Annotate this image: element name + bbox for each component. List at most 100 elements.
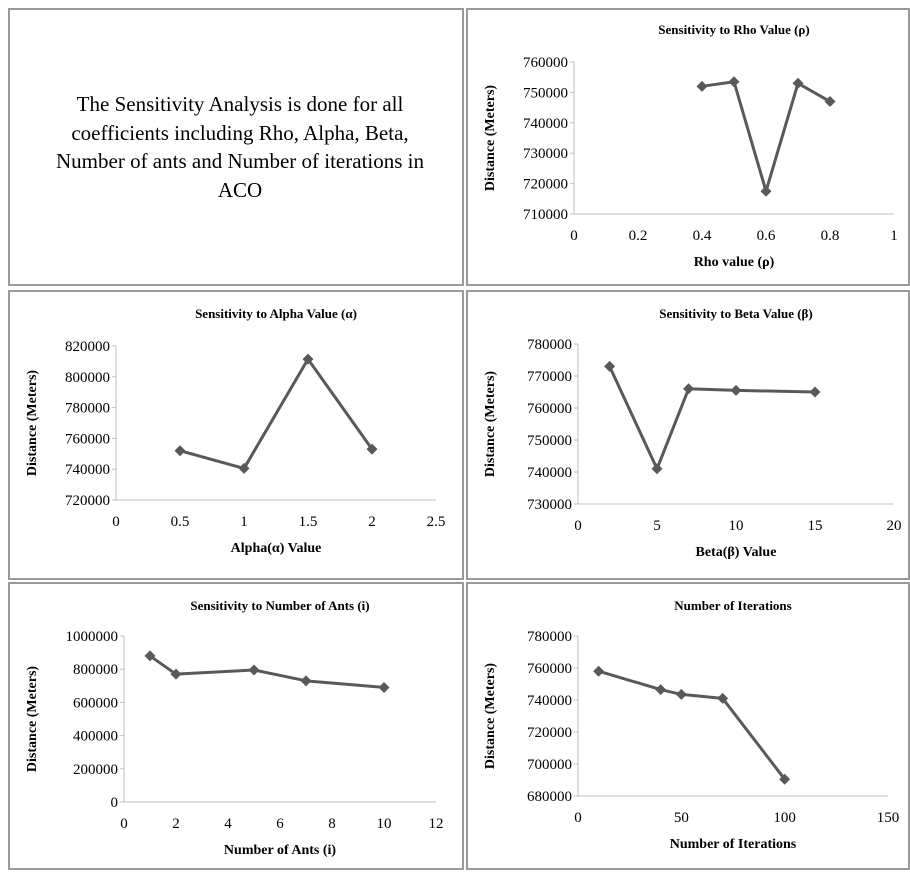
x-tick-label: 0.8 xyxy=(821,228,840,244)
x-tick-label: 50 xyxy=(674,810,689,826)
y-axis-title: Distance (Meters) xyxy=(483,663,498,769)
y-axis-title: Distance (Meters) xyxy=(25,370,40,476)
x-tick-label: 0 xyxy=(574,810,582,826)
data-point xyxy=(300,675,312,687)
data-point xyxy=(730,384,742,396)
rho-chart-panel: Sensitivity to Rho Value (ρ) 710000 720000… xyxy=(466,8,910,286)
data-point xyxy=(683,383,695,395)
chart-title: Sensitivity to Rho Value (ρ) xyxy=(658,22,809,37)
y-tick-label: 0 xyxy=(111,795,119,811)
y-tick-label: 710000 xyxy=(523,207,568,223)
y-tick-label: 820000 xyxy=(65,339,110,355)
x-tick-label: 0.4 xyxy=(693,228,712,244)
y-tick-label: 760000 xyxy=(65,431,110,447)
data-point xyxy=(144,650,156,662)
rho-sensitivity-chart: Sensitivity to Rho Value (ρ) 710000 720000… xyxy=(483,22,898,270)
x-tick-label: 2.5 xyxy=(427,514,446,530)
x-tick-label: 10 xyxy=(377,816,392,832)
data-point xyxy=(824,96,836,108)
x-tick-label: 0 xyxy=(574,518,582,534)
data-point xyxy=(717,692,729,704)
intro-panel: The Sensitivity Analysis is done for all… xyxy=(8,8,464,286)
y-tick-label: 730000 xyxy=(527,497,572,513)
x-tick-label: 4 xyxy=(224,816,232,832)
x-axis-title: Number of Ants (i) xyxy=(224,843,336,858)
x-tick-label: 5 xyxy=(653,518,661,534)
x-axis-title: Alpha(α) Value xyxy=(231,541,322,556)
y-axis-title: Distance (Meters) xyxy=(25,666,40,772)
x-tick-label: 12 xyxy=(429,816,444,832)
x-tick-label: 20 xyxy=(887,518,902,534)
series-line xyxy=(598,669,786,781)
x-tick-label: 1.5 xyxy=(299,514,318,530)
chart-title: Sensitivity to Number of Ants (i) xyxy=(190,598,369,613)
series-line xyxy=(608,365,816,471)
x-tick-label: 1 xyxy=(240,514,248,530)
iterations-sensitivity-chart: Number of Iterations 680000 700000 720000 74… xyxy=(483,598,900,852)
y-tick-label: 1000000 xyxy=(66,629,119,645)
y-tick-label: 760000 xyxy=(527,401,572,417)
y-axis-title: Distance (Meters) xyxy=(483,85,498,191)
data-point xyxy=(675,688,687,700)
y-tick-label: 720000 xyxy=(523,177,568,193)
chart-title: Number of Iterations xyxy=(674,598,791,613)
data-point xyxy=(248,664,260,676)
x-tick-label: 1 xyxy=(890,228,898,244)
y-tick-label: 760000 xyxy=(523,55,568,71)
y-tick-label: 200000 xyxy=(73,762,118,778)
series-line xyxy=(149,654,385,689)
x-axis-title: Beta(β) Value xyxy=(696,545,777,560)
y-tick-label: 740000 xyxy=(523,116,568,132)
y-tick-label: 680000 xyxy=(527,789,572,805)
data-point xyxy=(366,443,378,455)
x-tick-label: 0.5 xyxy=(171,514,190,530)
x-tick-label: 150 xyxy=(877,810,900,826)
y-tick-label: 730000 xyxy=(523,146,568,162)
data-point xyxy=(651,463,663,475)
chart-title: Sensitivity to Beta Value (β) xyxy=(659,306,812,321)
x-tick-label: 6 xyxy=(276,816,284,832)
data-point xyxy=(604,360,616,372)
data-point xyxy=(809,386,821,398)
data-point xyxy=(170,668,182,680)
data-point xyxy=(760,185,772,197)
series-line xyxy=(179,357,374,470)
y-tick-label: 760000 xyxy=(527,661,572,677)
x-tick-label: 15 xyxy=(808,518,823,534)
y-tick-label: 740000 xyxy=(65,462,110,478)
y-tick-label: 400000 xyxy=(73,729,118,745)
chart-title: Sensitivity to Alpha Value (α) xyxy=(195,306,357,321)
data-point xyxy=(655,684,667,696)
x-tick-label: 100 xyxy=(773,810,796,826)
alpha-sensitivity-chart: Sensitivity to Alpha Value (α) 720000 7400… xyxy=(25,306,446,556)
x-tick-label: 0.2 xyxy=(629,228,648,244)
y-tick-label: 780000 xyxy=(527,337,572,353)
x-tick-label: 0 xyxy=(570,228,578,244)
data-point xyxy=(238,462,250,474)
data-point xyxy=(174,445,186,457)
x-tick-label: 10 xyxy=(729,518,744,534)
y-tick-label: 740000 xyxy=(527,693,572,709)
beta-chart-panel: Sensitivity to Beta Value (β) 730000 74000… xyxy=(466,290,910,580)
ants-chart-panel: Sensitivity to Number of Ants (i) 0 200000… xyxy=(8,582,464,870)
data-point xyxy=(792,77,804,89)
x-tick-label: 0.6 xyxy=(757,228,776,244)
iterations-chart-panel: Number of Iterations 680000 700000 720000 74… xyxy=(466,582,910,870)
x-axis-title: Rho value (ρ) xyxy=(694,255,775,270)
x-tick-label: 2 xyxy=(172,816,180,832)
data-point xyxy=(302,353,314,365)
x-tick-label: 0 xyxy=(112,514,120,530)
y-tick-label: 720000 xyxy=(527,725,572,741)
beta-sensitivity-chart: Sensitivity to Beta Value (β) 730000 74000… xyxy=(483,306,902,560)
y-tick-label: 800000 xyxy=(73,662,118,678)
data-point xyxy=(696,80,708,92)
y-tick-label: 780000 xyxy=(527,629,572,645)
y-tick-label: 700000 xyxy=(527,757,572,773)
data-point xyxy=(378,681,390,693)
x-tick-label: 0 xyxy=(120,816,128,832)
data-point xyxy=(779,773,791,785)
y-tick-label: 770000 xyxy=(527,369,572,385)
x-axis-title: Number of Iterations xyxy=(670,837,797,852)
x-tick-label: 8 xyxy=(328,816,336,832)
intro-text: The Sensitivity Analysis is done for all… xyxy=(56,92,424,202)
